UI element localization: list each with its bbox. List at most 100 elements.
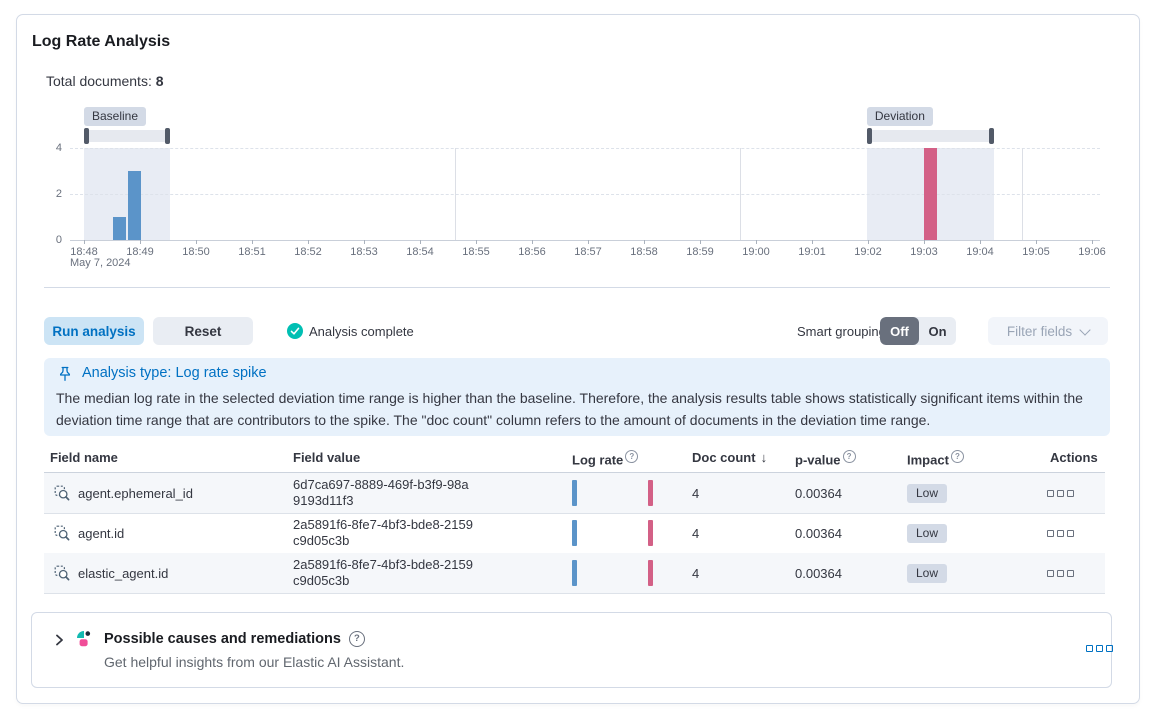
x-axis-label: 19:03 (910, 246, 938, 258)
x-axis-tick (420, 240, 421, 244)
p-value: 0.00364 (795, 486, 842, 501)
log-rate-baseline-bar (572, 560, 577, 586)
x-axis-tick (644, 240, 645, 244)
chart-baseline-brush-handle-left[interactable] (84, 128, 89, 144)
section-divider (44, 287, 1110, 288)
filter-magnifier-icon[interactable] (54, 525, 70, 541)
x-axis-label: 18:59 (686, 246, 714, 258)
row-actions-icon[interactable] (1047, 570, 1074, 577)
chart-baseline-brush[interactable] (84, 130, 171, 142)
table-row: agent.ephemeral_id 6d7ca697-8889-469f-b3f… (44, 473, 1105, 514)
x-axis-tick (84, 240, 85, 244)
filter-fields-button[interactable]: Filter fields (988, 317, 1108, 345)
check-icon (287, 323, 303, 339)
field-name-value: elastic_agent.id (78, 566, 169, 581)
x-axis-label: 18:48 (70, 246, 98, 258)
x-axis-date-label: May 7, 2024 (70, 257, 131, 269)
x-axis-label: 18:57 (574, 246, 602, 258)
run-analysis-button[interactable]: Run analysis (44, 317, 144, 345)
x-axis-label: 18:52 (294, 246, 322, 258)
possible-causes-subtitle: Get helpful insights from our Elastic AI… (104, 654, 405, 670)
y-axis-label: 2 (55, 188, 62, 200)
impact-badge: Low (907, 564, 948, 583)
p-value: 0.00364 (795, 526, 842, 541)
chart-deviation-brush[interactable] (866, 130, 994, 142)
chart-gridline (455, 148, 456, 240)
chart-bar-baseline (127, 171, 141, 240)
header-field-name[interactable]: Field name (50, 450, 118, 465)
info-icon[interactable]: ? (625, 450, 639, 463)
chart-gridline (70, 194, 1100, 195)
chart-gridline (740, 148, 741, 240)
x-axis-label: 19:05 (1022, 246, 1050, 258)
page-title: Log Rate Analysis (32, 33, 171, 50)
filter-magnifier-icon[interactable] (54, 485, 70, 501)
x-axis-label: 18:56 (518, 246, 546, 258)
table-row: agent.id 2a5891f6-8fe7-4bf3-bde8-2159c9d0… (44, 513, 1105, 554)
row-actions-icon[interactable] (1047, 530, 1074, 537)
header-p-value[interactable]: p-value? (795, 450, 856, 467)
field-name-value: agent.ephemeral_id (78, 486, 193, 501)
log-rate-deviation-bar (648, 480, 653, 506)
x-axis-tick (140, 240, 141, 244)
possible-causes-panel (31, 612, 1112, 688)
baseline-badge: Baseline (84, 107, 147, 126)
info-icon[interactable]: ? (950, 450, 964, 463)
chart-bar-deviation (924, 148, 938, 240)
row-actions-icon[interactable] (1047, 490, 1074, 497)
x-axis-label: 18:51 (238, 246, 266, 258)
panel-actions-icon[interactable] (1086, 645, 1113, 652)
pin-icon (57, 366, 73, 387)
chart-deviation-brush-handle-right[interactable] (989, 128, 994, 144)
x-axis-tick (868, 240, 869, 244)
impact-badge: Low (907, 484, 948, 503)
doc-count-value: 4 (692, 566, 700, 581)
possible-causes-title: Possible causes and remediations (104, 631, 341, 647)
x-axis-tick (1036, 240, 1037, 244)
p-value: 0.00364 (795, 566, 842, 581)
x-axis-line (70, 240, 1100, 241)
header-doc-count[interactable]: Doc count ↓ (692, 450, 768, 465)
deviation-badge: Deviation (866, 107, 933, 126)
reset-button[interactable]: Reset (153, 317, 253, 345)
table-row: elastic_agent.id 2a5891f6-8fe7-4bf3-bde8-… (44, 553, 1105, 594)
x-axis-label: 18:58 (630, 246, 658, 258)
x-axis-tick (476, 240, 477, 244)
x-axis-tick (532, 240, 533, 244)
chart-baseline-brush-handle-right[interactable] (165, 128, 171, 144)
doc-count-value: 4 (692, 526, 700, 541)
results-table-header: Field name Field value Log rate? Doc cou… (44, 447, 1105, 473)
x-axis-tick (700, 240, 701, 244)
info-icon[interactable]: ? (842, 450, 856, 463)
total-documents-label: Total documents: (46, 73, 152, 89)
x-axis-tick (308, 240, 309, 244)
total-documents: Total documents: 8 (46, 73, 164, 89)
x-axis-tick (924, 240, 925, 244)
chart-deviation-brush-handle-left[interactable] (866, 128, 872, 144)
help-icon[interactable]: ? (348, 631, 365, 647)
filter-fields-label: Filter fields (1006, 323, 1073, 339)
smart-grouping-on-button[interactable]: On (919, 317, 956, 345)
callout-body: The median log rate in the selected devi… (56, 390, 1083, 428)
document-count-chart: 0 2 4 18:48 18:49 18:50 18:51 18:52 18:53 18:54 18… (0, 0, 1155, 300)
callout-title: Analysis type: Log rate spike (82, 365, 267, 381)
x-axis-tick (588, 240, 589, 244)
smart-grouping-toggle: Off On (880, 317, 956, 345)
x-axis-label: 18:55 (462, 246, 490, 258)
header-impact[interactable]: Impact? (907, 450, 964, 467)
x-axis-label: 18:50 (182, 246, 210, 258)
sort-desc-icon: ↓ (760, 450, 768, 465)
y-axis-label: 4 (55, 142, 62, 154)
x-axis-label: 19:01 (798, 246, 826, 258)
x-axis-tick (196, 240, 197, 244)
header-actions: Actions (1050, 450, 1098, 465)
field-value: 6d7ca697-8889-469f-b3f9-98a9193d11f3 (293, 477, 469, 508)
field-name-value: agent.id (78, 526, 125, 541)
expand-chevron-icon[interactable] (53, 633, 65, 652)
elastic-ai-assistant-logo (76, 630, 93, 652)
header-field-value[interactable]: Field value (293, 450, 361, 465)
smart-grouping-off-button[interactable]: Off (880, 317, 919, 345)
filter-magnifier-icon[interactable] (54, 565, 70, 581)
chevron-down-icon (1079, 323, 1091, 336)
header-log-rate[interactable]: Log rate? (572, 450, 639, 467)
